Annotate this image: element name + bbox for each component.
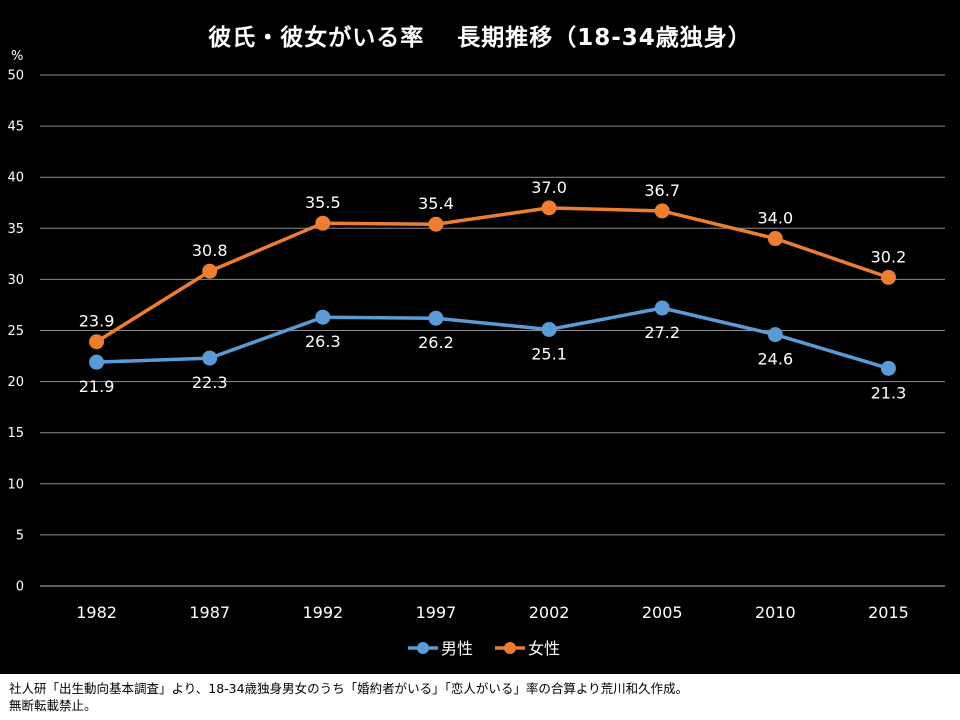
footnote-copyright: 無断転載禁止。	[9, 698, 97, 713]
y-tick-label: 15	[7, 426, 24, 441]
data-point	[89, 334, 105, 350]
x-tick-label: 1992	[302, 603, 343, 622]
data-point	[89, 354, 105, 370]
data-point	[541, 321, 557, 337]
data-label: 37.0	[531, 178, 567, 197]
chart-title: 彼氏・彼女がいる率 長期推移（18-34歳独身）	[208, 25, 752, 51]
y-tick-label: 25	[7, 324, 24, 339]
data-point	[428, 310, 444, 326]
y-tick-label: 40	[7, 171, 24, 186]
data-point	[654, 300, 670, 316]
gridlines	[40, 74, 945, 587]
legend-label: 女性	[528, 639, 560, 658]
legend: 男性 女性	[408, 639, 560, 658]
y-tick-label: 30	[7, 273, 24, 288]
footnote: 社人研「出生動向基本調査」より、18-34歳独身男女のうち「婚約者がいる」「恋人…	[9, 680, 954, 714]
x-axis-ticks: 1982 1987 1992 1997 2002 2005 2010 2015	[76, 603, 909, 622]
y-tick-label: 10	[7, 477, 24, 492]
chart-panel: 彼氏・彼女がいる率 長期推移（18-34歳独身） % 0 5 10 15 20 25 30 3…	[0, 0, 960, 674]
data-label: 30.2	[871, 247, 907, 266]
data-point	[202, 263, 218, 279]
series-line	[95, 206, 890, 344]
data-label: 26.2	[418, 333, 454, 352]
data-point	[541, 200, 557, 216]
y-tick-label: 5	[16, 528, 24, 543]
x-tick-label: 1987	[189, 603, 230, 622]
x-tick-label: 2002	[529, 603, 570, 622]
data-point	[428, 216, 444, 232]
data-label: 27.2	[644, 323, 680, 342]
legend-marker	[417, 642, 429, 654]
y-tick-label: 50	[7, 69, 24, 84]
data-point	[767, 231, 783, 247]
data-point	[315, 215, 331, 231]
data-point	[880, 360, 896, 376]
data-label: 22.3	[192, 373, 228, 392]
data-point	[767, 327, 783, 343]
series-female: 23.9 30.8 35.5 35.4 37.0 36.7 34.0 30.2	[79, 178, 907, 350]
y-tick-label: 45	[7, 120, 24, 135]
footnote-source: 社人研「出生動向基本調査」より、18-34歳独身男女のうち「婚約者がいる」「恋人…	[9, 681, 689, 696]
data-label: 26.3	[305, 332, 341, 351]
y-tick-label: 0	[16, 580, 24, 595]
legend-label: 男性	[441, 639, 473, 658]
series-male: 21.9 22.3 26.3 26.2 25.1 27.2 24.6 21.3	[79, 300, 907, 402]
data-label: 34.0	[758, 209, 794, 228]
x-tick-label: 1982	[76, 603, 117, 622]
series-line	[96, 306, 889, 370]
series-layer: 21.9 22.3 26.3 26.2 25.1 27.2 24.6 21.3 23.9 30.8…	[79, 178, 907, 402]
data-point	[654, 203, 670, 219]
data-label: 21.3	[871, 383, 907, 402]
data-label: 30.8	[192, 241, 228, 260]
legend-marker	[504, 642, 516, 654]
x-tick-label: 1997	[416, 603, 457, 622]
data-label: 25.1	[531, 344, 567, 363]
data-point	[202, 350, 218, 366]
x-tick-label: 2015	[868, 603, 909, 622]
data-label: 21.9	[79, 377, 115, 396]
y-tick-label: 20	[7, 375, 24, 390]
data-label: 35.4	[418, 194, 454, 213]
x-tick-label: 2005	[642, 603, 683, 622]
data-label: 36.7	[644, 181, 680, 200]
y-axis-ticks: 0 5 10 15 20 25 30 35 40 45 50	[7, 69, 24, 595]
data-label: 24.6	[758, 350, 794, 369]
data-label: 35.5	[305, 193, 341, 212]
y-tick-label: 35	[7, 222, 24, 237]
data-label: 23.9	[79, 312, 115, 331]
data-point	[315, 309, 331, 325]
x-tick-label: 2010	[755, 603, 796, 622]
y-axis-unit: %	[11, 49, 23, 64]
data-point	[880, 269, 896, 285]
line-chart: % 0 5 10 15 20 25 30 35 40 45 50 1982 1987 1992 1997 2…	[7, 49, 945, 658]
